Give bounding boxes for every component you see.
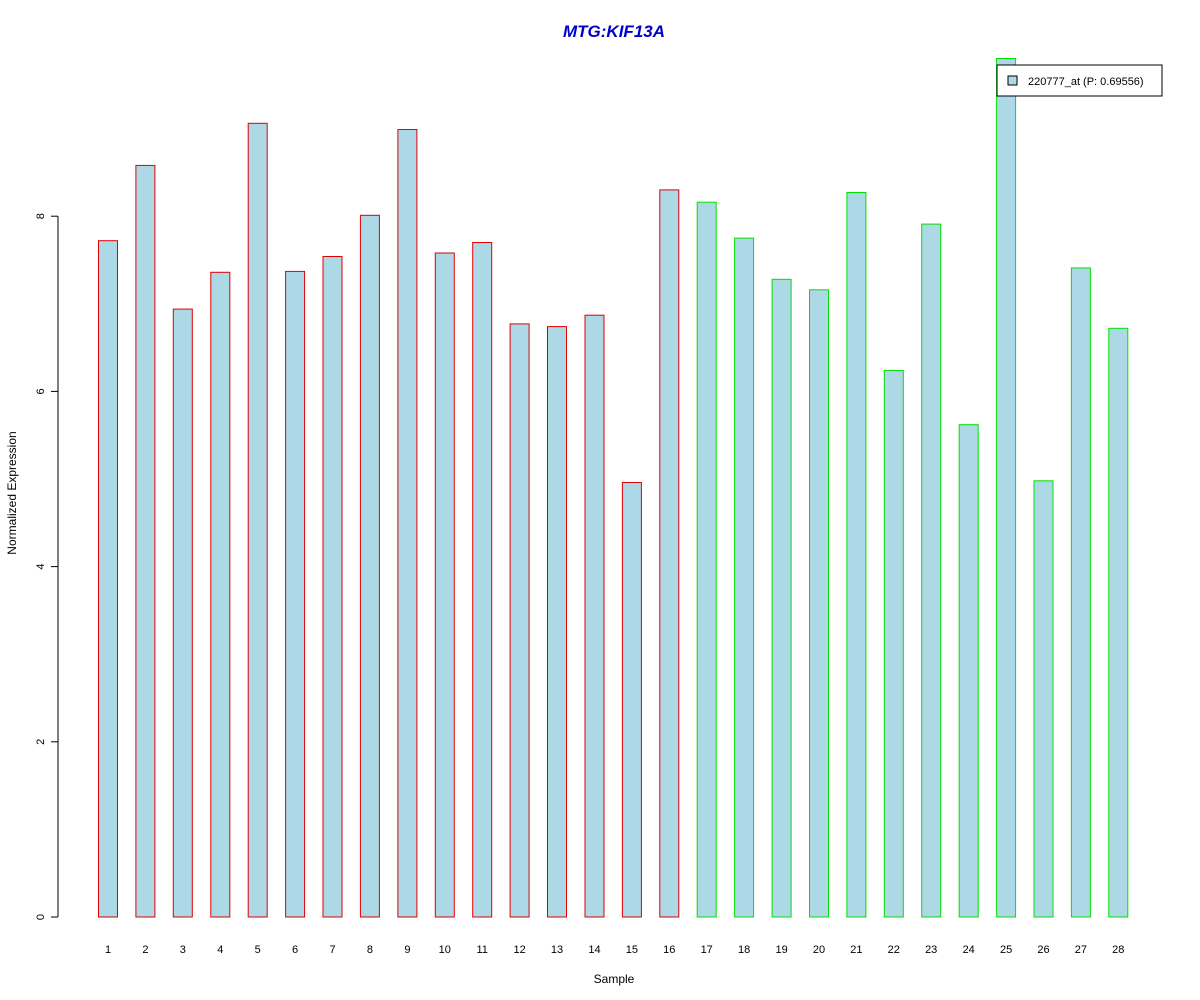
bar-sample-26 [1033,480,1054,918]
x-tick-label: 12 [513,944,525,956]
x-tick-label: 11 [476,944,487,956]
x-tick-label: 14 [588,944,600,956]
x-tick-label: 23 [925,944,937,956]
bar-sample-2 [135,164,156,918]
y-axis-label: Normalized Expression [5,431,19,554]
bar-sample-18 [734,237,755,918]
bar-sample-8 [359,214,380,918]
bar-sample-21 [846,192,867,918]
x-tick-label: 20 [813,944,825,956]
bar-sample-17 [696,201,717,918]
x-tick-label: 8 [367,944,373,956]
bar-sample-6 [285,270,306,918]
bar-sample-14 [584,314,605,918]
y-tick-label: 8 [35,213,47,219]
x-tick-label: 24 [963,944,975,956]
y-tick-label: 4 [35,564,47,570]
x-tick-label: 5 [255,944,261,956]
bar-sample-20 [809,289,829,918]
x-tick-label: 27 [1075,944,1087,956]
bar-sample-12 [509,323,530,918]
bars-group [98,58,1129,918]
bar-sample-1 [98,240,118,918]
legend-box [996,64,1163,97]
x-tick-label: 4 [217,944,223,956]
bar-sample-3 [172,308,193,918]
x-tick-label: 2 [142,944,148,956]
y-tick-label: 2 [35,739,47,745]
bar-sample-27 [1070,267,1091,918]
bar-sample-9 [397,129,418,918]
bar-sample-22 [883,369,904,918]
x-tick-label: 17 [701,944,713,956]
x-tick-label: 10 [439,944,451,956]
x-tick-label: 26 [1037,944,1049,956]
x-tick-label: 9 [404,944,410,956]
x-tick-label: 7 [329,944,335,956]
bar-sample-24 [958,424,979,918]
bar-sample-11 [472,242,493,918]
bar-sample-4 [210,271,231,918]
bar-sample-5 [247,122,268,918]
bar-sample-28 [1108,327,1129,918]
y-tick-label: 6 [35,388,47,394]
x-tick-label: 13 [551,944,563,956]
x-tick-label: 28 [1112,944,1124,956]
bar-sample-7 [322,256,343,918]
x-tick-label: 3 [180,944,186,956]
x-tick-labels: 1 2 3 4 5 6 7 8 9 10 11 12 13 14 15 16 17 18 19 20 21 22 23 24 2… [105,944,1124,956]
y-axis: 0 2 4 6 8 [35,213,59,920]
chart-title: MTG:KIF13A [563,22,665,41]
bar-sample-25 [996,58,1017,918]
x-tick-label: 6 [292,944,298,956]
legend-label: 220777_at (P: 0.69556) [1028,76,1144,88]
x-axis-label: Sample [594,972,635,986]
x-tick-label: 1 [105,944,111,956]
y-tick-label: 0 [35,914,47,920]
x-tick-label: 21 [850,944,862,956]
bar-sample-15 [621,482,642,918]
bar-sample-13 [547,326,567,918]
bar-sample-19 [771,278,792,918]
legend-swatch [1007,75,1018,86]
x-tick-label: 15 [626,944,638,956]
bar-sample-10 [434,252,455,918]
legend: 220777_at (P: 0.69556) [996,64,1163,97]
x-tick-label: 25 [1000,944,1012,956]
bar-sample-23 [921,223,942,918]
x-tick-label: 18 [738,944,750,956]
x-tick-label: 19 [775,944,787,956]
x-tick-label: 16 [663,944,675,956]
x-tick-label: 22 [888,944,900,956]
bar-sample-16 [659,189,680,918]
